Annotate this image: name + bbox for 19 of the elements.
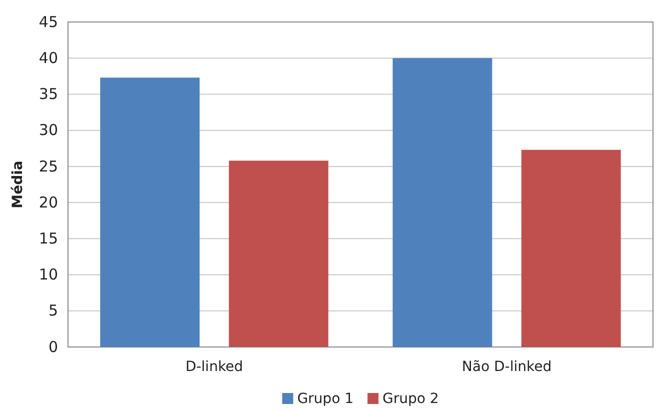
y-axis-title: Média (10, 160, 26, 208)
y-tick-label: 15 (38, 229, 58, 248)
y-tick-label: 30 (38, 121, 58, 140)
legend-label: Grupo 1 (297, 391, 354, 407)
x-tick-label: Não D-linked (462, 358, 552, 375)
y-tick-label: 40 (38, 48, 58, 67)
y-tick-label: 35 (38, 85, 58, 104)
bar (100, 78, 200, 347)
y-tick-label: 20 (38, 193, 58, 212)
bar (521, 150, 621, 347)
bar (228, 160, 328, 347)
y-tick-label: 45 (38, 12, 58, 31)
y-tick-label: 0 (48, 338, 58, 356)
y-tick-label: 25 (38, 157, 58, 176)
x-tick-label: D-linked (185, 358, 244, 375)
legend-label: Grupo 2 (382, 391, 439, 407)
y-tick-label: 5 (48, 302, 58, 320)
y-tick-label: 10 (38, 266, 58, 284)
bar (392, 58, 492, 347)
